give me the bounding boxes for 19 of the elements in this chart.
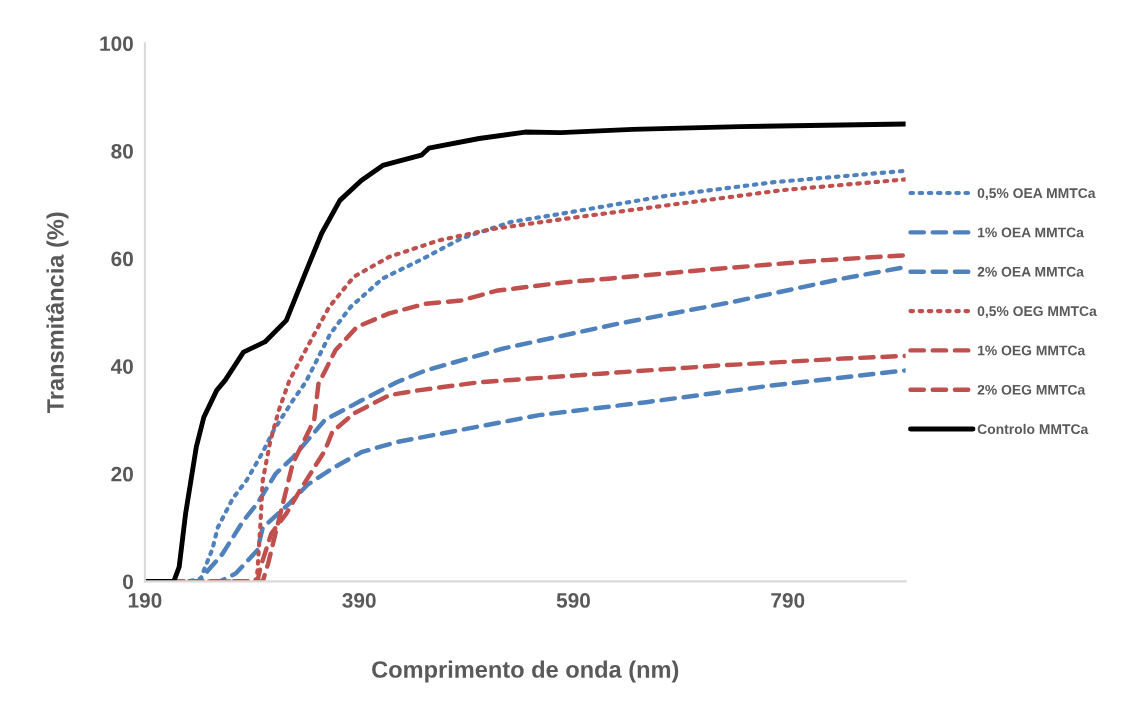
legend-label: 1% OEG MMTCa: [978, 345, 1086, 356]
y-tick-label: 20: [111, 466, 133, 482]
x-tick-label: 390: [342, 593, 376, 608]
y-tick-label: 40: [110, 359, 133, 374]
legend-label: Controlo MMTCa: [977, 423, 1089, 435]
legend-label: 1% OEA MMTCa: [978, 227, 1084, 238]
x-tick-label: 590: [556, 593, 590, 608]
legend-label: 2% OEA MMTCa: [977, 266, 1084, 277]
y-tick-label: 100: [100, 36, 133, 51]
legend-label: 2% OEG MMTCa: [977, 384, 1086, 395]
y-tick-label: 80: [111, 143, 133, 159]
legend-label: 0,5% OEG MMTCa: [977, 306, 1097, 319]
y-axis-title: Transmitância (%): [45, 212, 69, 414]
x-tick-label: 190: [128, 593, 162, 608]
x-tick-label: 790: [771, 593, 805, 608]
legend-label: 0,5% OEA MMTCa: [977, 188, 1096, 201]
y-tick-label: 0: [123, 574, 133, 590]
x-axis-title: Comprimento de onda (nm): [372, 660, 679, 683]
y-tick-label: 60: [111, 251, 133, 267]
